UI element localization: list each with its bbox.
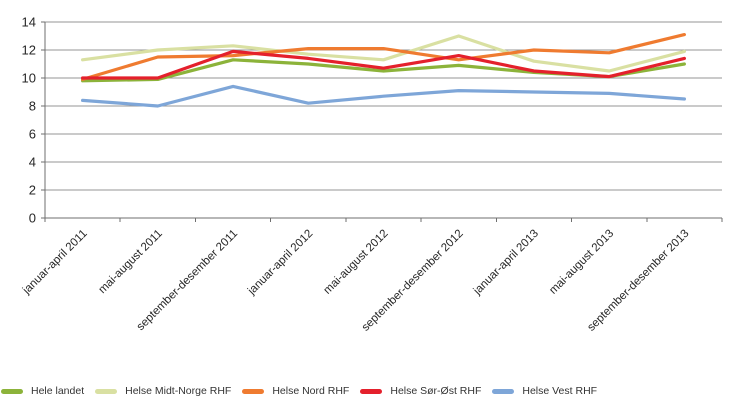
y-axis-label: 2 <box>29 183 36 198</box>
legend-item-helse-vest-rhf: Helse Vest RHF <box>492 385 597 397</box>
legend-item-helse-sor-ost-rhf: Helse Sør-Øst RHF <box>360 385 481 397</box>
y-axis-labels: 0 2 4 6 8 10 12 14 <box>22 15 36 226</box>
legend-swatch-helse-sor-ost-rhf <box>360 388 383 394</box>
x-axis-label: mai-august 2012 <box>322 228 391 297</box>
y-axis-label: 6 <box>29 127 36 142</box>
y-axis-label: 10 <box>22 71 36 86</box>
axes <box>41 21 723 222</box>
legend-swatch-helse-vest-rhf <box>492 388 515 394</box>
legend-label-helse-midt-norge-rhf: Helse Midt-Norge RHF <box>125 385 232 397</box>
legend-item-helse-midt-norge-rhf: Helse Midt-Norge RHF <box>95 385 231 397</box>
legend-swatch-hele-landet <box>1 388 23 394</box>
y-axis-label: 4 <box>29 155 36 170</box>
legend-label-hele-landet: Hele landet <box>31 385 85 397</box>
x-axis-label: januar-april 2012 <box>245 228 315 298</box>
chart-legend: Hele landet Helse Midt-Norge RHF Helse N… <box>1 381 729 401</box>
series-line-helse-vest-rhf <box>80 84 687 108</box>
x-axis-label: mai-august 2011 <box>96 228 164 296</box>
y-axis-label: 0 <box>29 211 36 226</box>
legend-label-helse-sor-ost-rhf: Helse Sør-Øst RHF <box>390 385 482 397</box>
series-line-helse-s-r-st-rhf <box>80 49 687 80</box>
y-axis-label: 8 <box>29 99 36 114</box>
x-axis-label: mai-august 2013 <box>547 228 616 297</box>
legend-item-hele-landet: Hele landet <box>1 385 84 397</box>
x-axis-label: januar-april 2011 <box>20 228 90 298</box>
legend-swatch-helse-midt-norge-rhf <box>95 388 118 394</box>
series-line-helse-nord-rhf <box>80 32 687 82</box>
legend-label-helse-vest-rhf: Helse Vest RHF <box>522 385 598 397</box>
legend-swatch-helse-nord-rhf <box>242 388 265 394</box>
series-line-helse-midt-norge-rhf <box>80 34 687 73</box>
legend-label-helse-nord-rhf: Helse Nord RHF <box>272 385 350 397</box>
y-axis-label: 14 <box>22 15 36 30</box>
y-axis-label: 12 <box>22 43 36 58</box>
x-axis-labels: januar-april 2011 mai-august 2011septembe… <box>20 228 691 334</box>
x-axis-label: januar-april 2013 <box>471 228 541 298</box>
legend-item-helse-nord-rhf: Helse Nord RHF <box>242 385 349 397</box>
